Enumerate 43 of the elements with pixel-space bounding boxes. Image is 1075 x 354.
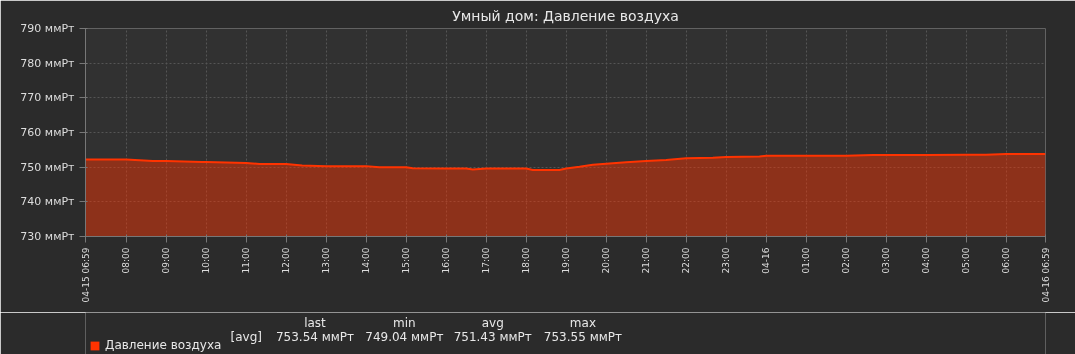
x-tick-label: 13:00 xyxy=(321,247,332,274)
y-tick-label: 740 ммРт xyxy=(20,195,76,209)
x-tick-label: 16:00 xyxy=(441,247,452,274)
legend-label: Давление воздуха xyxy=(105,338,222,352)
x-tick-label: 02:00 xyxy=(841,247,852,274)
x-tick-label: 17:00 xyxy=(481,247,492,274)
x-tick-label: 10:00 xyxy=(201,247,212,274)
text: 753.54 ммРт xyxy=(275,329,355,344)
y-tick-label: 780 ммРт xyxy=(20,56,76,70)
x-tick-label: 09:00 xyxy=(161,247,172,274)
x-tick-label: 06:00 xyxy=(1001,247,1012,274)
x-tick-label: 04-15 06:59 xyxy=(80,247,91,303)
x-tick-label: 03:00 xyxy=(881,247,892,274)
text: min xyxy=(392,315,416,330)
y-tick-label: 760 ммРт xyxy=(20,126,76,139)
y-tick-label: 730 ммРт xyxy=(20,230,76,243)
x-tick-label: 19:00 xyxy=(561,247,572,274)
text: avg xyxy=(481,315,504,330)
x-tick-label: 04-16 xyxy=(761,247,772,274)
x-tick-label: 01:00 xyxy=(801,247,812,274)
text: 749.04 ммРт xyxy=(365,329,444,344)
y-tick-label: 790 ммРт xyxy=(20,22,76,35)
x-tick-label: 15:00 xyxy=(401,247,412,274)
x-tick-label: 22:00 xyxy=(681,247,692,274)
y-tick-label: 750 ммРт xyxy=(20,160,76,174)
x-tick-label: 11:00 xyxy=(241,247,252,274)
x-tick-label: 21:00 xyxy=(641,247,652,274)
text: max xyxy=(569,315,596,330)
text: last xyxy=(304,315,327,330)
chart-title: Умный дом: Давление воздуха xyxy=(452,7,679,24)
x-tick-label: 08:00 xyxy=(121,247,132,274)
x-tick-label: 05:00 xyxy=(961,247,972,274)
x-tick-label: 18:00 xyxy=(521,247,532,274)
text: 751.43 ммРт xyxy=(453,329,532,344)
x-tick-label: 20:00 xyxy=(601,247,612,274)
x-tick-label: 23:00 xyxy=(721,247,732,274)
y-tick-label: 770 ммРт xyxy=(20,91,76,105)
text: [avg] xyxy=(230,329,262,344)
x-tick-label: 04:00 xyxy=(921,247,932,274)
x-tick-label: 04-16 06:59 xyxy=(1040,247,1051,303)
x-tick-label: 12:00 xyxy=(281,247,292,274)
x-tick-label: 14:00 xyxy=(361,247,372,274)
text: 753.55 ммРт xyxy=(543,329,622,344)
